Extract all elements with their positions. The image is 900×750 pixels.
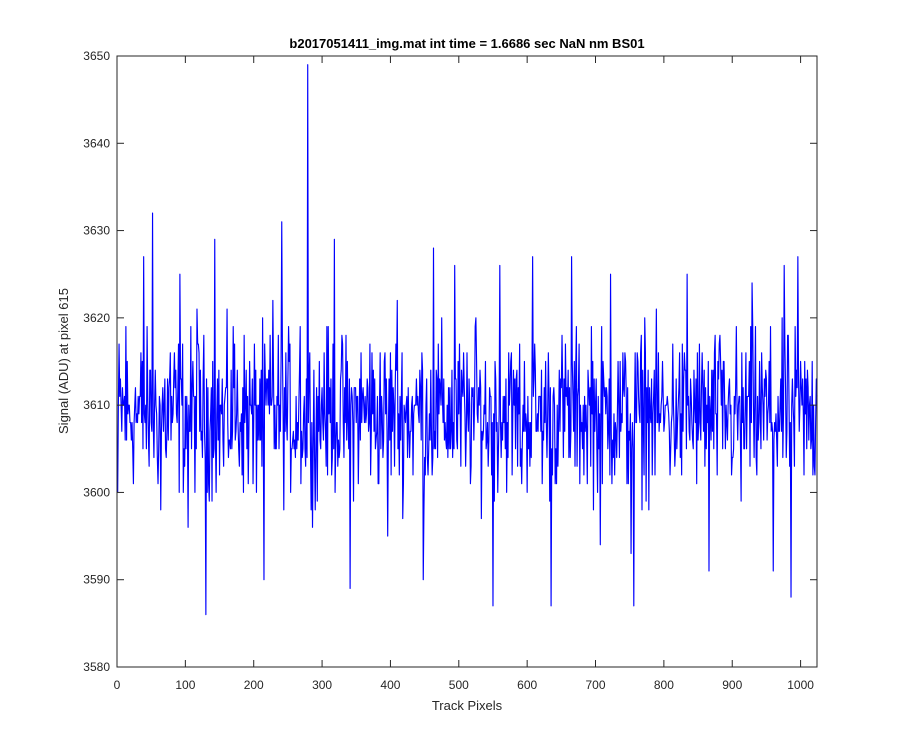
series-layer bbox=[117, 64, 818, 616]
plot-frame bbox=[116, 55, 818, 668]
y-tick-label: 3590 bbox=[83, 573, 110, 587]
x-tick-label: 100 bbox=[175, 678, 195, 692]
chart-title: b2017051411_img.mat int time = 1.6686 se… bbox=[289, 36, 644, 51]
x-tick-label: 800 bbox=[654, 678, 674, 692]
x-axis-label: Track Pixels bbox=[432, 698, 503, 713]
y-tick-label: 3650 bbox=[83, 49, 110, 63]
x-tick-label: 500 bbox=[449, 678, 469, 692]
x-tick-label: 1000 bbox=[787, 678, 814, 692]
tick-layer: 0 100 200 300 400 500 600 700 800 900 1000 3580 3590… bbox=[83, 49, 817, 692]
y-axis-label: Signal (ADU) at pixel 615 bbox=[56, 288, 71, 434]
x-tick-label: 400 bbox=[380, 678, 400, 692]
series-line bbox=[117, 64, 818, 616]
y-tick-label: 3600 bbox=[83, 485, 110, 499]
x-tick-label: 0 bbox=[114, 678, 121, 692]
y-tick-label: 3620 bbox=[83, 311, 110, 325]
x-tick-label: 600 bbox=[517, 678, 537, 692]
y-tick-label: 3580 bbox=[83, 660, 110, 674]
x-tick-label: 900 bbox=[722, 678, 742, 692]
y-tick-label: 3610 bbox=[83, 398, 110, 412]
x-tick-label: 300 bbox=[312, 678, 332, 692]
x-tick-label: 200 bbox=[244, 678, 264, 692]
y-tick-label: 3640 bbox=[83, 136, 110, 150]
x-tick-label: 700 bbox=[586, 678, 606, 692]
y-tick-label: 3630 bbox=[83, 224, 110, 238]
